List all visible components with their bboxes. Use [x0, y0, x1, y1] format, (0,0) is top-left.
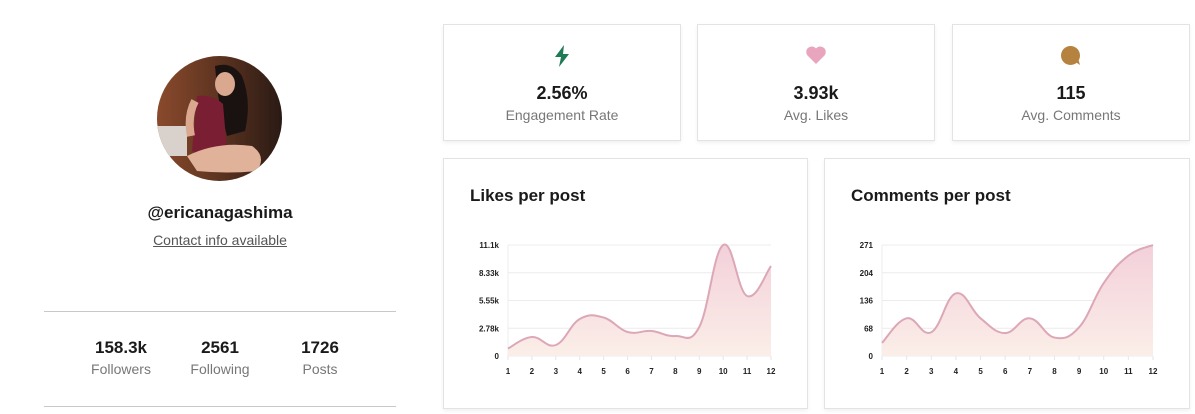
posts-label: Posts: [302, 361, 338, 377]
x-axis-tick: 8: [673, 367, 678, 376]
avatar-image: [157, 56, 282, 181]
avg-likes-label: Avg. Likes: [783, 107, 849, 123]
following-label: Following: [190, 361, 250, 377]
comment-bubble-icon: [953, 45, 1189, 67]
x-axis-tick: 5: [978, 367, 983, 376]
y-axis-tick: 2.78k: [479, 324, 500, 333]
x-axis-tick: 12: [767, 367, 776, 376]
data-line: [507, 243, 772, 350]
y-axis-tick: 68: [864, 324, 873, 333]
engagement-rate-label: Engagement Rate: [505, 107, 619, 123]
followers-count: 158.3k: [95, 338, 147, 357]
stat-posts: 1726 Posts: [265, 338, 375, 378]
x-axis-tick: 11: [743, 367, 752, 376]
avg-comments-value: 115: [1056, 83, 1086, 103]
x-axis-tick: 7: [649, 367, 654, 376]
x-axis-tick: 2: [904, 367, 909, 376]
followers-label: Followers: [91, 361, 151, 377]
likes-chart-title: Likes per post: [470, 186, 586, 205]
avg-comments-card: 115 Avg. Comments: [952, 24, 1190, 141]
x-axis-tick: 1: [880, 367, 885, 376]
avg-likes-card: 3.93k Avg. Likes: [697, 24, 935, 141]
stat-followers: 158.3k Followers: [66, 338, 176, 378]
x-axis-tick: 5: [601, 367, 606, 376]
y-axis-tick: 11.1k: [479, 241, 499, 250]
x-axis-tick: 8: [1052, 367, 1057, 376]
area-fill: [508, 244, 771, 356]
avg-comments-label: Avg. Comments: [1021, 107, 1121, 123]
y-axis-tick: 0: [869, 352, 874, 361]
y-axis-tick: 8.33k: [479, 269, 500, 278]
stat-following: 2561 Following: [165, 338, 275, 378]
engagement-rate-card: 2.56% Engagement Rate: [443, 24, 681, 141]
x-axis-tick: 2: [530, 367, 535, 376]
x-axis-tick: 11: [1124, 367, 1133, 376]
following-count: 2561: [201, 338, 239, 357]
profile-panel: @ericanagashima Contact info available 1…: [44, 0, 396, 414]
username: @ericanagashima: [147, 203, 293, 222]
x-axis-tick: 6: [1003, 367, 1008, 376]
posts-count: 1726: [301, 338, 339, 357]
comments-chart-card: Comments per post 0 68 136 204 271 1 2 3 4 5 6 7 8 9 1…: [824, 158, 1190, 409]
x-axis-tick: 3: [929, 367, 934, 376]
likes-chart-card: Likes per post 0 2.78k 5.55k 8.33k 11.1k 1 2 3 4…: [443, 158, 808, 409]
data-line: [881, 244, 1154, 344]
x-axis-tick: 7: [1028, 367, 1033, 376]
x-axis-tick: 4: [954, 367, 959, 376]
avg-likes-value: 3.93k: [793, 83, 839, 103]
profile-stats: 158.3k Followers 2561 Following 1726 Pos…: [44, 338, 396, 388]
divider: [44, 311, 396, 312]
x-axis-tick: 9: [697, 367, 702, 376]
x-axis-tick: 4: [578, 367, 583, 376]
contact-info-link[interactable]: Contact info available: [153, 232, 287, 248]
heart-icon: [698, 45, 934, 67]
area-fill: [882, 245, 1153, 356]
x-axis-tick: 10: [1099, 367, 1108, 376]
y-axis-tick: 204: [860, 269, 874, 278]
y-axis-tick: 136: [860, 297, 874, 306]
x-axis-tick: 3: [554, 367, 559, 376]
engagement-rate-value: 2.56%: [536, 83, 588, 103]
x-axis-tick: 9: [1077, 367, 1082, 376]
avatar: [157, 56, 282, 181]
x-axis-tick: 10: [719, 367, 728, 376]
x-axis-tick: 6: [625, 367, 630, 376]
lightning-icon: [444, 45, 680, 67]
comments-chart-title: Comments per post: [851, 186, 1011, 205]
y-axis-tick: 5.55k: [479, 297, 500, 306]
y-axis-tick: 0: [495, 352, 500, 361]
y-axis-tick: 271: [860, 241, 874, 250]
x-axis-tick: 1: [506, 367, 511, 376]
x-axis-tick: 12: [1149, 367, 1158, 376]
divider: [44, 406, 396, 407]
